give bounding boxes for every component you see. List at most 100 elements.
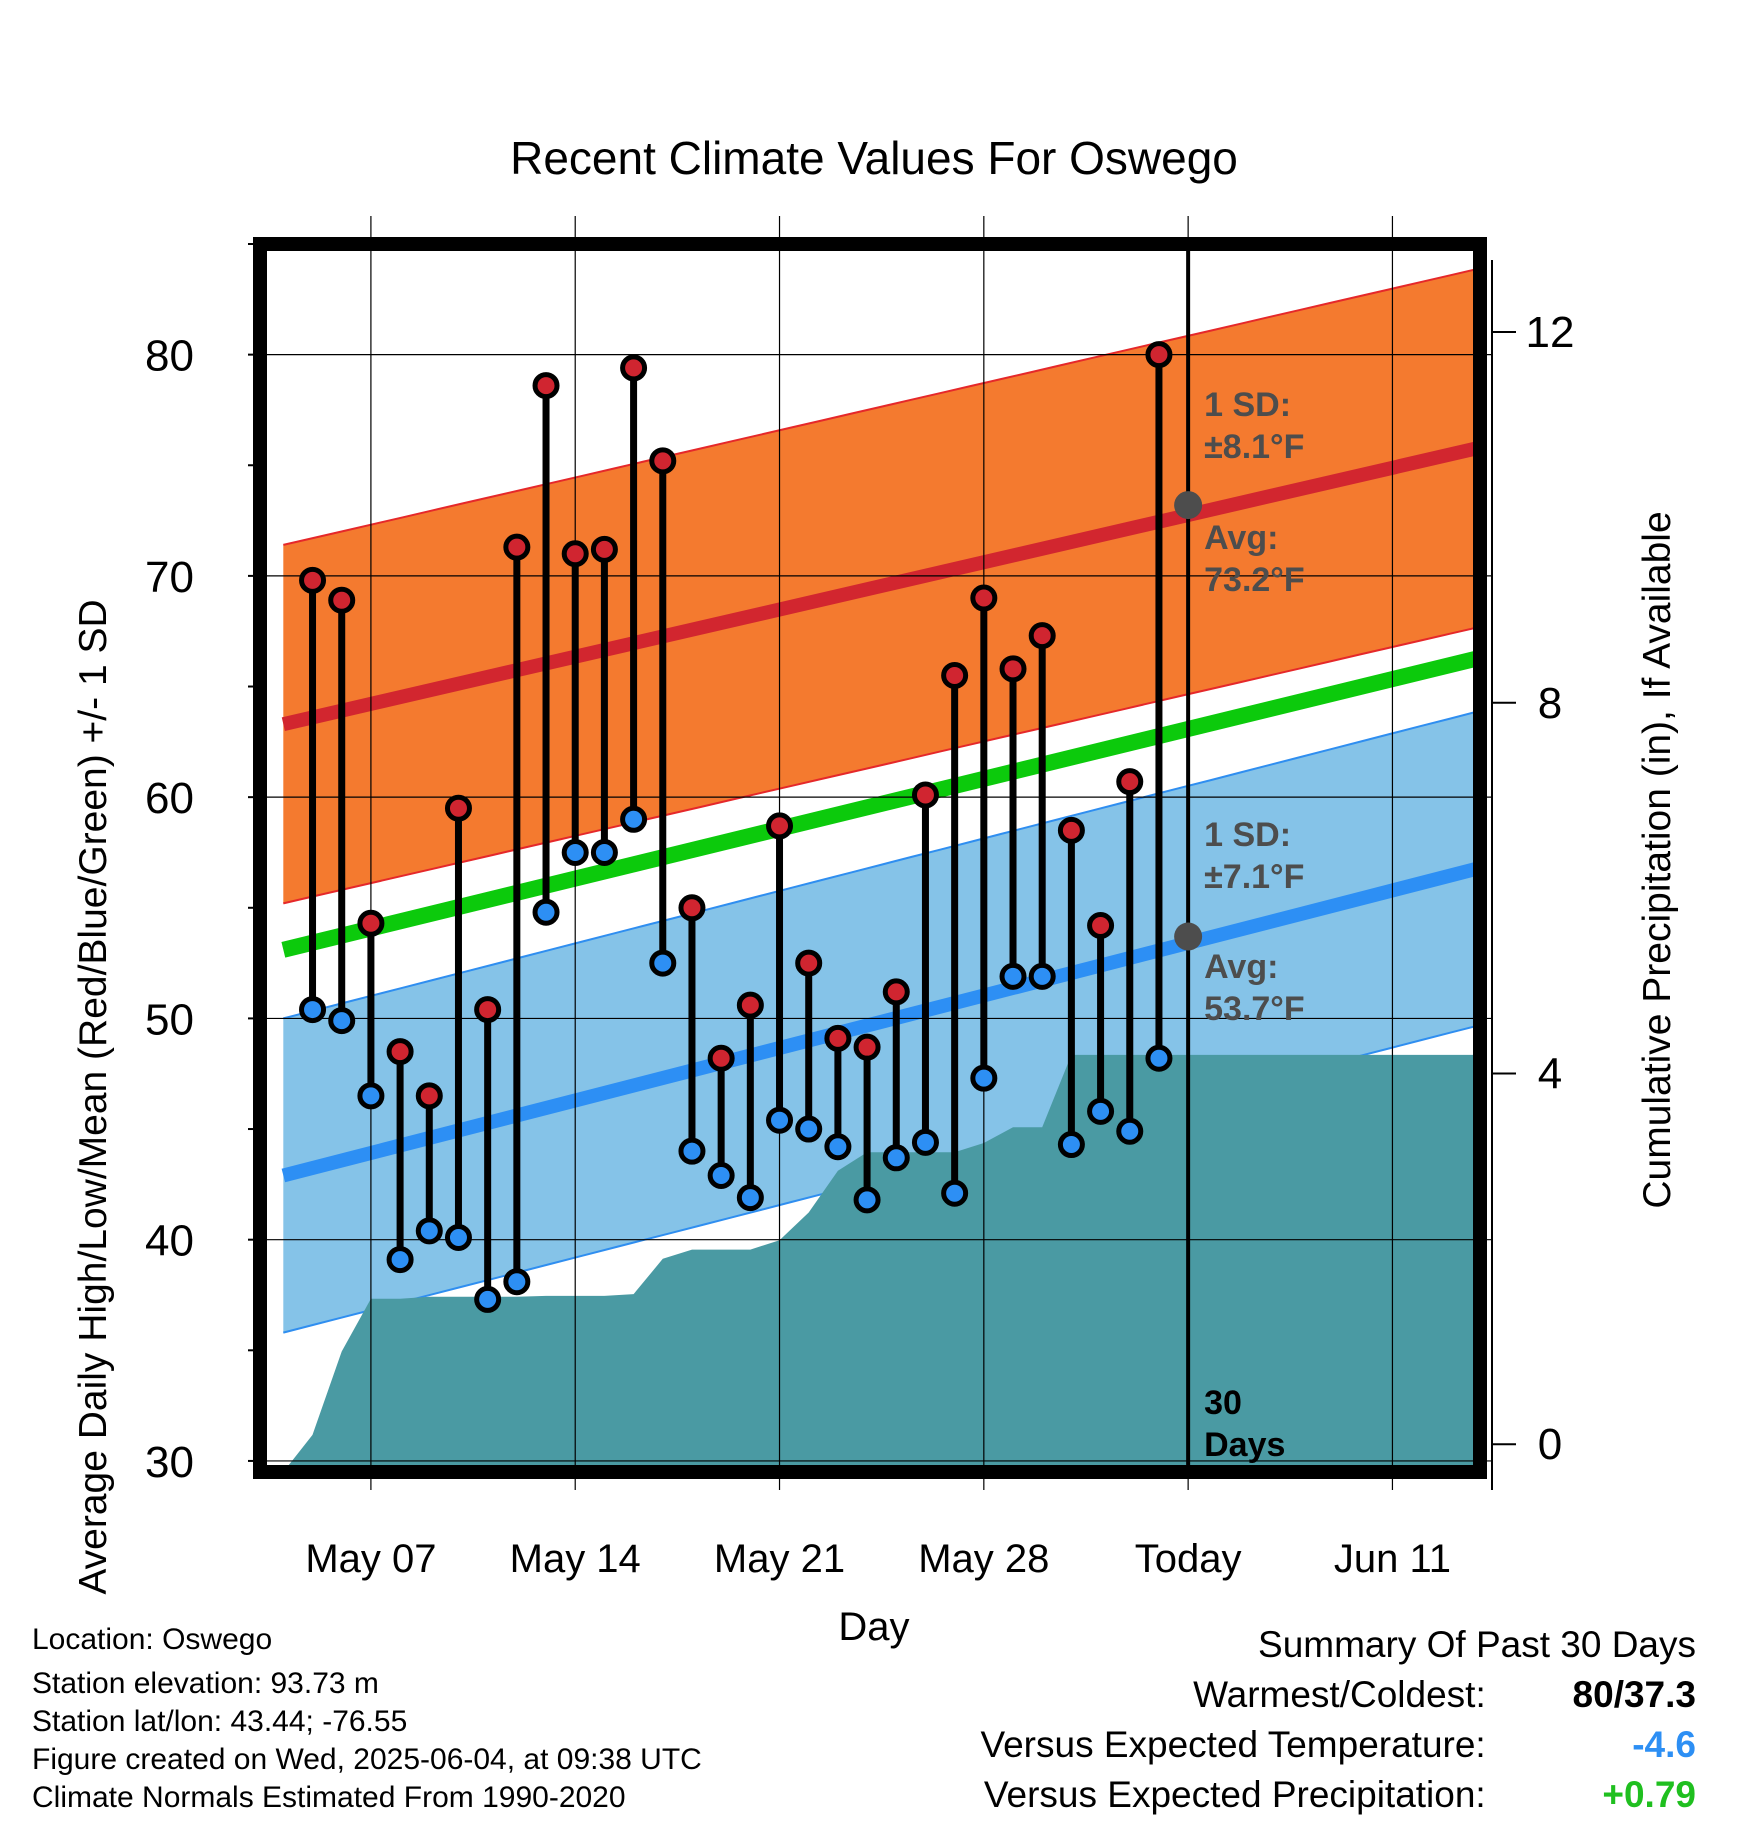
high-sd-annotation: ±8.1°F (1204, 428, 1304, 466)
summary-title: Summary Of Past 30 Days (1258, 1624, 1696, 1665)
daily-high-point (736, 991, 764, 1019)
high-sd-lower-edge (283, 625, 1480, 905)
daily-low-point (678, 1137, 706, 1165)
x-tick-label: May 14 (510, 1537, 641, 1581)
daily-low-point (328, 1007, 356, 1035)
day-observation (620, 354, 648, 833)
daily-low-point (357, 1082, 385, 1110)
daily-low-point (1087, 1097, 1115, 1125)
daily-high-point (1028, 622, 1056, 650)
day-observation (1087, 911, 1115, 1125)
y-tick-label: 30 (145, 1438, 194, 1487)
temp-anomaly-label: Versus Expected Temperature: (980, 1724, 1486, 1765)
high-avg-annotation: Avg: (1204, 519, 1278, 557)
day-observation (415, 1082, 443, 1245)
day-observation (444, 794, 472, 1251)
precip-anomaly-label: Versus Expected Precipitation: (983, 1774, 1486, 1815)
daily-low-point (941, 1179, 969, 1207)
x-tick-label: May 28 (918, 1537, 1049, 1581)
station-info: Location: Oswego Station elevation: 93.7… (32, 1622, 702, 1816)
daily-high-point (1145, 341, 1173, 369)
daily-low-point (795, 1115, 823, 1143)
day-observation (795, 949, 823, 1143)
x-tick-label: Jun 11 (1334, 1537, 1451, 1581)
daily-high-point (970, 584, 998, 612)
daily-high-point (561, 540, 589, 568)
daily-low-point (503, 1268, 531, 1296)
day-observation (678, 894, 706, 1165)
y2-tick-label: 8 (1538, 679, 1562, 728)
y-tick-label: 40 (145, 1217, 194, 1266)
daily-low-point (415, 1217, 443, 1245)
today-high-avg-marker (1174, 491, 1203, 520)
day-observation (766, 812, 794, 1134)
daily-low-point (590, 838, 618, 866)
daily-high-point (386, 1038, 414, 1066)
daily-high-point (853, 1033, 881, 1061)
daily-high-point (415, 1082, 443, 1110)
day-observation (299, 566, 327, 1024)
summary-warmest-row: Warmest/Coldest: 80/37.3 (980, 1670, 1696, 1720)
day-observation (1028, 622, 1056, 990)
day-observation (999, 655, 1027, 990)
daily-high-point (1116, 768, 1144, 796)
daily-high-point (911, 781, 939, 809)
day-observation (386, 1038, 414, 1274)
today-low-avg-marker (1174, 922, 1203, 951)
y2-tick-label: 0 (1538, 1420, 1562, 1469)
y2-tick-label: 12 (1526, 308, 1575, 357)
daily-high-point (795, 949, 823, 977)
daily-low-point (999, 962, 1027, 990)
y2-tick-label: 4 (1538, 1049, 1562, 1098)
low-sd-upper-edge (283, 709, 1480, 1020)
daily-high-point (590, 535, 618, 563)
day-observation (736, 991, 764, 1212)
latlon-text: Station lat/lon: 43.44; -76.55 (32, 1705, 408, 1738)
daily-low-point (1057, 1131, 1085, 1159)
day-observation (1145, 341, 1173, 1072)
day-observation (707, 1044, 735, 1190)
daily-low-point (444, 1223, 472, 1251)
daily-low-point (561, 838, 589, 866)
x-tick-label: May 07 (305, 1537, 436, 1581)
daily-high-point (941, 661, 969, 689)
low-avg-annotation: 53.7°F (1204, 990, 1305, 1028)
daily-high-point (620, 354, 648, 382)
day-observation (357, 909, 385, 1110)
x-tick-label: Today (1135, 1537, 1242, 1581)
plot-area: 1 SD: ±8.1°F Avg: 73.2°F 1 SD: ±7.1°F Avg: 53.7… (145, 216, 1574, 1581)
temp-anomaly-value: -4.6 (1632, 1724, 1696, 1765)
warmest-value: 80/37.3 (1572, 1674, 1696, 1715)
daily-low-point (299, 996, 327, 1024)
high-avg-line (281, 440, 1480, 731)
day-observation (824, 1024, 852, 1161)
y-tick-label: 60 (145, 774, 194, 823)
daily-high-point (503, 533, 531, 561)
daily-high-point (766, 812, 794, 840)
daily-high-point (474, 996, 502, 1024)
summary-temp-row: Versus Expected Temperature: -4.6 (980, 1720, 1696, 1770)
warmest-label: Warmest/Coldest: (1193, 1674, 1486, 1715)
chart-title: Recent Climate Values For Oswego (510, 132, 1238, 184)
daily-low-point (853, 1186, 881, 1214)
daily-low-point (882, 1144, 910, 1172)
daily-low-point (824, 1133, 852, 1161)
daily-low-point (649, 949, 677, 977)
precipitation-area (283, 1054, 1480, 1472)
day-observation (503, 533, 531, 1296)
daily-high-point (678, 894, 706, 922)
daily-low-point (532, 898, 560, 926)
day-observation (649, 447, 677, 977)
y-tick-label: 70 (145, 553, 194, 602)
x-axis-label: Day (838, 1605, 909, 1649)
location-text: Location: Oswego (32, 1623, 273, 1656)
days-window-label: 30 (1204, 1384, 1242, 1422)
daily-high-point (1057, 816, 1085, 844)
precip-anomaly-value: +0.79 (1602, 1774, 1696, 1815)
day-observation (328, 586, 356, 1035)
day-observation (853, 1033, 881, 1214)
y-axis-label: Average Daily High/Low/Mean (Red/Blue/Gr… (72, 599, 115, 1594)
daily-high-point (299, 566, 327, 594)
daily-high-point (444, 794, 472, 822)
